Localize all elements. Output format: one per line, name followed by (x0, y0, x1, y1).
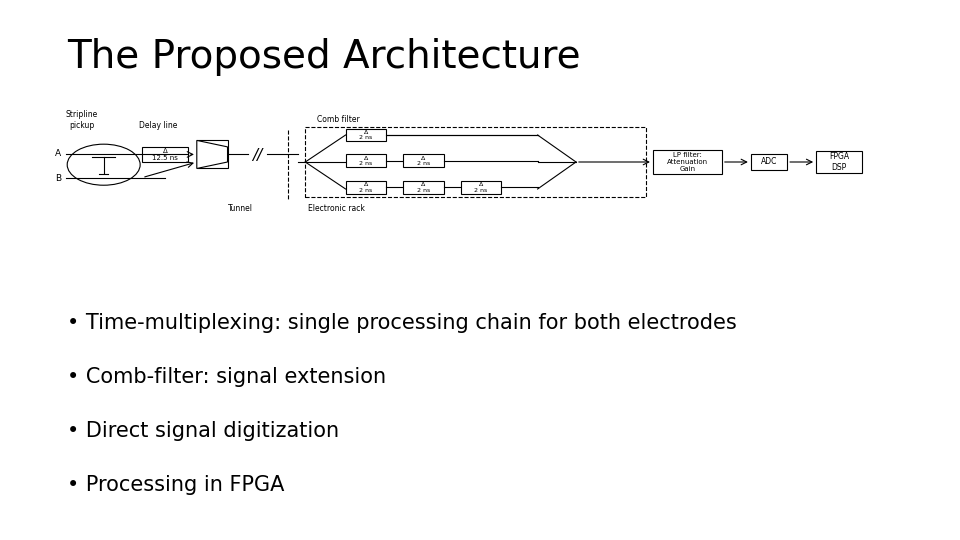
FancyBboxPatch shape (197, 140, 228, 168)
FancyBboxPatch shape (653, 150, 722, 174)
Text: Δ
2 ns: Δ 2 ns (359, 182, 372, 193)
FancyBboxPatch shape (346, 129, 386, 141)
Text: FPGA
DSP: FPGA DSP (829, 152, 849, 172)
Text: Δ
2 ns: Δ 2 ns (359, 156, 372, 166)
Text: Comb filter: Comb filter (317, 115, 360, 124)
FancyBboxPatch shape (403, 154, 444, 167)
Text: • Comb-filter: signal extension: • Comb-filter: signal extension (67, 367, 386, 387)
Text: LP filter:
Attenuation
Gain: LP filter: Attenuation Gain (667, 152, 708, 172)
Polygon shape (197, 140, 228, 168)
FancyBboxPatch shape (751, 154, 787, 170)
Text: Electronic rack: Electronic rack (307, 204, 365, 213)
Text: Stripline
pickup: Stripline pickup (65, 110, 98, 130)
Text: ADC: ADC (760, 158, 778, 166)
FancyBboxPatch shape (305, 127, 646, 197)
FancyBboxPatch shape (346, 154, 386, 167)
Text: • Direct signal digitization: • Direct signal digitization (67, 421, 339, 441)
FancyBboxPatch shape (403, 181, 444, 194)
FancyBboxPatch shape (142, 147, 188, 162)
Text: //: // (252, 148, 262, 163)
Text: Δ
2 ns: Δ 2 ns (417, 182, 430, 193)
Text: B: B (56, 174, 61, 183)
Text: A: A (56, 150, 61, 158)
Text: • Time-multiplexing: single processing chain for both electrodes: • Time-multiplexing: single processing c… (67, 313, 737, 333)
Text: Tunnel: Tunnel (228, 204, 252, 213)
FancyBboxPatch shape (346, 181, 386, 194)
Text: Δ
2 ns: Δ 2 ns (359, 130, 372, 140)
Text: Delay line: Delay line (139, 120, 178, 130)
FancyBboxPatch shape (461, 181, 501, 194)
Circle shape (67, 144, 140, 185)
Text: Δ
12.5 ns: Δ 12.5 ns (153, 148, 178, 161)
Text: • Processing in FPGA: • Processing in FPGA (67, 475, 284, 495)
Text: The Proposed Architecture: The Proposed Architecture (67, 38, 581, 76)
FancyBboxPatch shape (816, 151, 862, 173)
Text: Δ
2 ns: Δ 2 ns (474, 182, 488, 193)
Text: Δ
2 ns: Δ 2 ns (417, 156, 430, 166)
